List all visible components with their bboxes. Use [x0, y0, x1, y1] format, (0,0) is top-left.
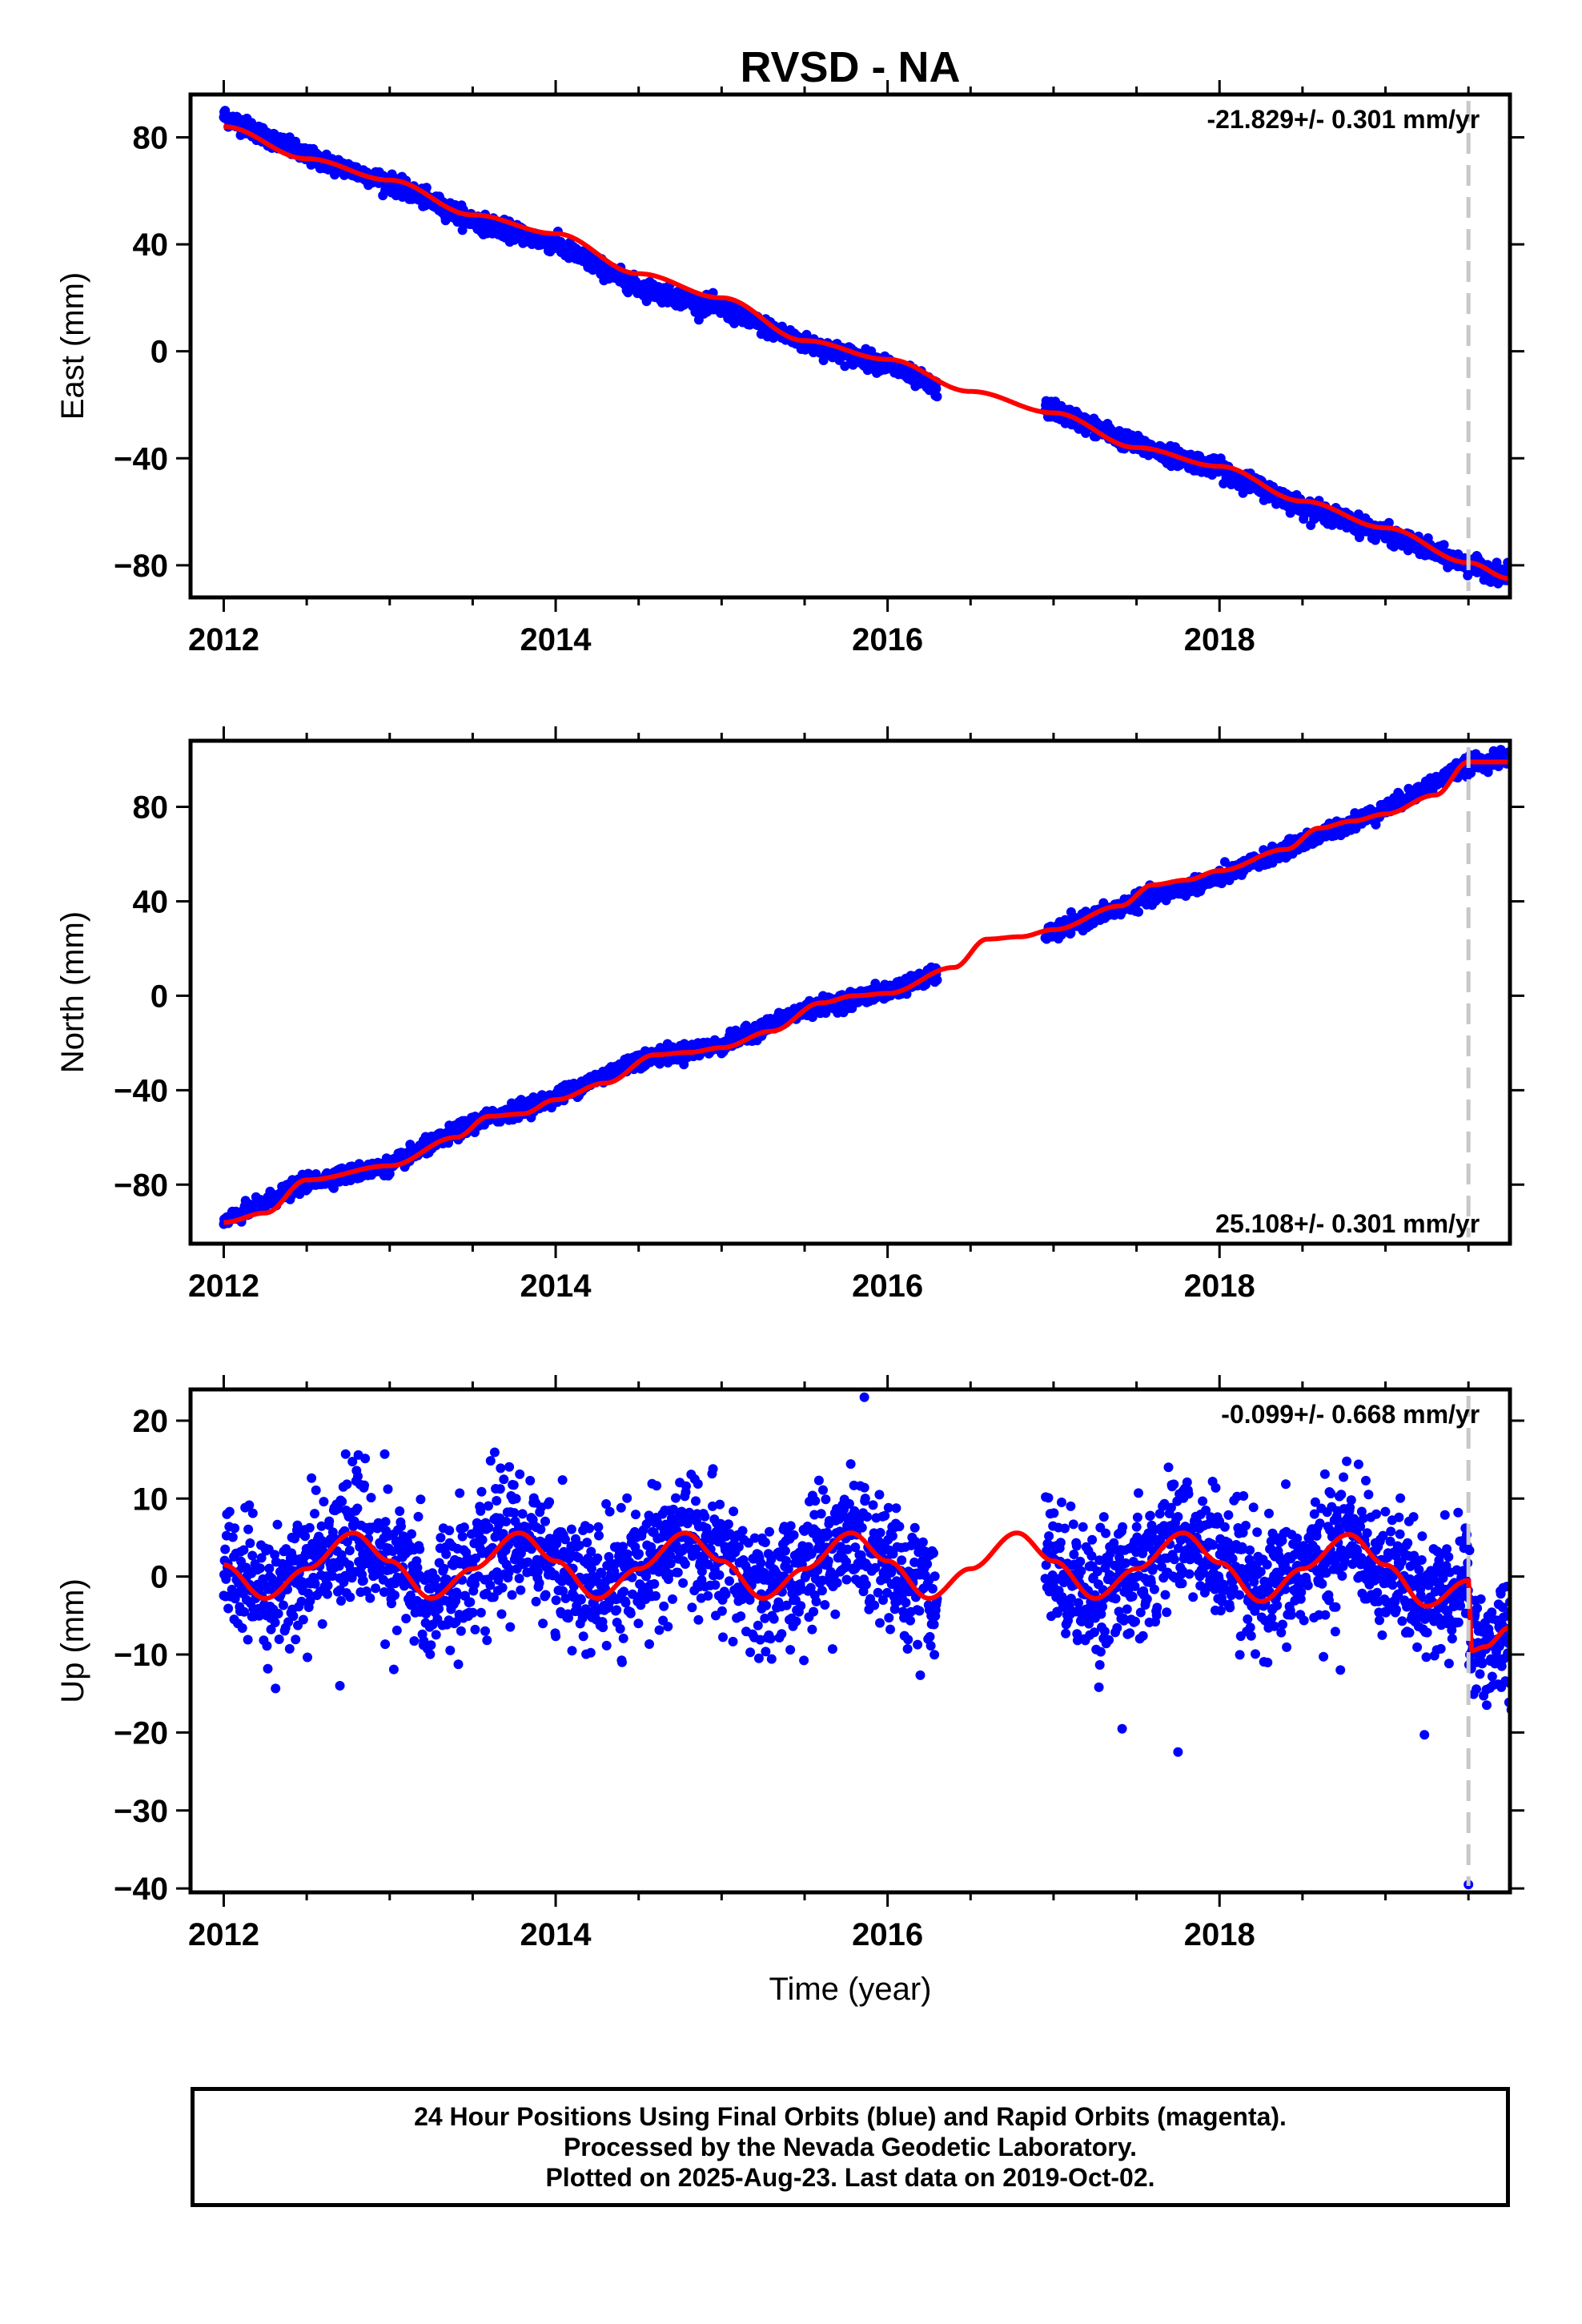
x-tick-label: 2014	[520, 622, 592, 657]
y-tick-label: 80	[133, 120, 169, 155]
fit-line	[222, 124, 1510, 581]
y-tick-label: 40	[133, 227, 169, 263]
data-point	[1439, 540, 1449, 550]
plot-area-2	[219, 745, 1510, 1237]
panel-1: RVSD - NA 2012 2014 2016 2018 80 40 0 −40 −80 East…	[55, 43, 1524, 657]
data-point	[1383, 517, 1394, 528]
data-point	[421, 183, 432, 193]
data-point	[840, 361, 850, 372]
plot-frame	[188, 92, 1512, 600]
y-tick-label: −40	[114, 441, 168, 476]
y-tick-label: 0	[151, 335, 168, 370]
blue-points	[219, 106, 1510, 589]
x-tick-label: 2018	[1184, 622, 1255, 657]
chart-title: RVSD - NA	[740, 43, 960, 91]
y-tick-label: −80	[114, 549, 168, 584]
x-tick-label: 2012	[188, 622, 259, 657]
y-axis-label: East (mm)	[55, 272, 90, 420]
plot-area-1	[219, 101, 1510, 591]
data-point	[1134, 907, 1143, 917]
x-tick-label: 2016	[852, 622, 923, 657]
data-point	[457, 225, 468, 235]
data-point	[932, 392, 942, 402]
data-point	[932, 975, 942, 985]
velocity-rate-label: -21.829+/- 0.301 mm/yr	[1207, 105, 1480, 134]
